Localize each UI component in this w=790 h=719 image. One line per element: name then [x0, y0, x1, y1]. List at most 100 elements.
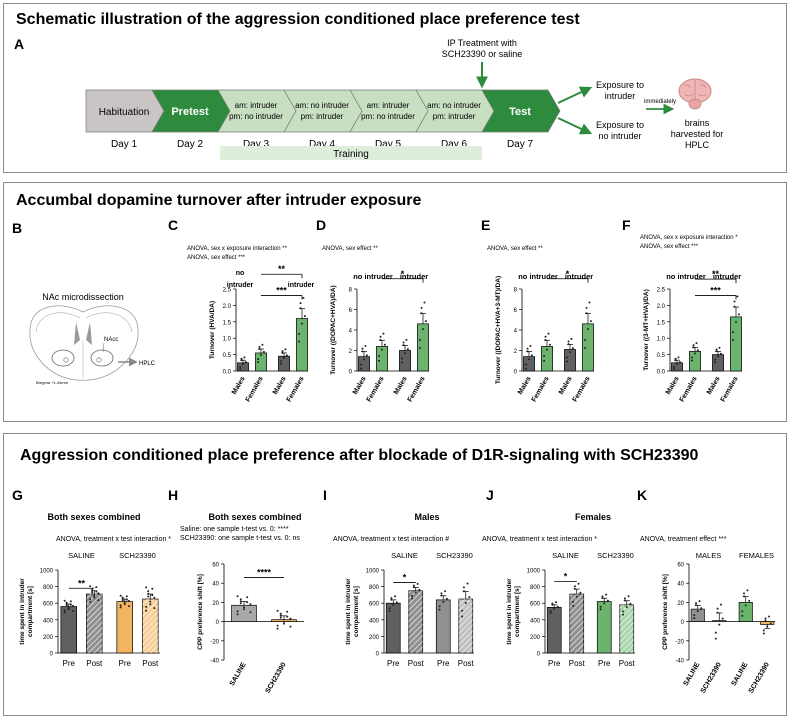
- point-H-0-8: [246, 601, 249, 604]
- tick-label-H-1: -20: [210, 639, 219, 645]
- point-H-0-0: [236, 610, 239, 613]
- tick-label-F-1: 0.5: [657, 353, 666, 359]
- stage-day-2: Day 2: [177, 139, 204, 150]
- point-G-3-0: [145, 605, 148, 608]
- cat-label-G-1: Post: [86, 659, 103, 668]
- stage-label-6-am: am: no intruder: [427, 101, 481, 110]
- sig-label-G-0: **: [78, 578, 86, 588]
- point-E-1-1: [544, 339, 547, 342]
- chart-stats-C-0: ANOVA, sex x exposure interaction **: [187, 246, 288, 252]
- tick-label-G-3: 600: [43, 602, 54, 608]
- point-E-3-4: [589, 320, 592, 323]
- point-D-1-3: [382, 332, 385, 335]
- point-D-2-6: [402, 341, 405, 344]
- point-I-3-3: [466, 582, 469, 585]
- point-C-1-1: [258, 347, 261, 350]
- point-D-0-6: [361, 347, 364, 350]
- cat-label-D-0: Males: [352, 375, 368, 395]
- point-I-1-4: [418, 588, 421, 591]
- chart-G: G Both sexes combined ANOVA, treatment x t…: [12, 487, 171, 668]
- chart-stats-H-0: Saline: one sample t-test vs. 0: ****: [180, 526, 289, 533]
- cat-label-E-2: Males: [558, 375, 574, 395]
- point-H-0-6: [239, 598, 242, 601]
- sig-label-H-0: ****: [257, 567, 272, 577]
- point-E-0-5: [525, 367, 528, 370]
- tick-label-G-1: 200: [43, 635, 54, 641]
- sig-label-C-1: ***: [276, 286, 287, 296]
- stage-day-1: Day 1: [111, 139, 138, 150]
- bar-G-0: [60, 606, 78, 654]
- point-J-3-5: [622, 613, 625, 616]
- point-C-1-2: [260, 354, 262, 357]
- point-F-1-1: [692, 346, 695, 349]
- point-I-0-4: [395, 601, 398, 604]
- tick-label-C-2: 1.0: [223, 337, 232, 343]
- chart-stats-D-0: ANOVA, sex effect **: [322, 246, 378, 252]
- point-K-1-4: [721, 617, 724, 620]
- point-I-1-5: [411, 597, 414, 600]
- point-H-1-4: [289, 617, 292, 620]
- cat-label-K-1: SCH23390: [700, 661, 723, 694]
- point-H-1-8: [286, 615, 289, 618]
- bar-J-0: [546, 606, 562, 654]
- panel-g-title: Aggression conditioned place preference …: [20, 447, 699, 464]
- point-E-0-4: [530, 354, 533, 357]
- point-D-3-0: [419, 338, 422, 341]
- cat-label-D-1: Females: [366, 375, 386, 403]
- exposure-intruder-line1: Exposure to: [596, 80, 644, 90]
- ylabel-E: Turnover ((DOPAC+HVA+3-MT)/DA): [495, 276, 502, 384]
- ylabel-J-1: compartment [s]: [514, 586, 521, 637]
- point-H-1-10: [276, 609, 279, 612]
- group-label-J-1: SCH23390: [597, 551, 634, 560]
- coronal-section-diagram: [29, 305, 139, 381]
- cat-label-J-0: Pre: [548, 659, 561, 668]
- point-J-3-1: [623, 599, 626, 602]
- point-D-2-1: [402, 344, 405, 347]
- point-K-3-1: [764, 619, 767, 622]
- point-I-2-2: [442, 601, 445, 604]
- point-G-2-6: [121, 596, 124, 599]
- point-F-0-4: [678, 361, 681, 364]
- chart-I: I Males ANOVA, treatment x test interactio…: [323, 487, 475, 668]
- point-D-2-5: [401, 361, 404, 364]
- ylabel-G-0: time spent in intruder: [19, 578, 26, 645]
- cat-label-C-1: Females: [245, 375, 265, 403]
- point-G-0-3: [69, 600, 72, 603]
- point-F-2-2: [717, 355, 719, 358]
- point-F-0-6: [674, 357, 677, 360]
- point-C-3-5: [298, 340, 301, 343]
- tick-label-D-3: 6: [349, 308, 353, 314]
- point-K-3-4: [769, 622, 772, 625]
- point-H-1-2: [283, 620, 285, 623]
- point-I-1-3: [416, 582, 419, 585]
- point-G-1-11: [91, 591, 94, 594]
- bar-hatch-J-1: [569, 594, 584, 653]
- point-J-3-4: [629, 602, 632, 605]
- point-C-2-6: [281, 350, 284, 353]
- point-F-1-4: [696, 349, 699, 352]
- point-G-3-2: [149, 600, 152, 603]
- sig-label-C-0: **: [278, 264, 286, 274]
- tick-label-J-3: 600: [530, 602, 541, 608]
- point-G-0-4: [71, 604, 74, 607]
- brains-line1: brains: [685, 118, 710, 128]
- point-H-1-7: [283, 622, 285, 625]
- tick-label-H-5: 60: [212, 563, 219, 569]
- chart-letter-E: E: [481, 217, 490, 233]
- chart-letter-C: C: [168, 217, 178, 233]
- ventricle-right: [86, 322, 92, 345]
- point-K-1-0: [714, 631, 717, 634]
- exposure-nointruder-arrow: [557, 117, 593, 135]
- point-H-0-2: [243, 606, 245, 609]
- chart-J: J Females ANOVA, treatment x test interact…: [482, 487, 636, 668]
- stage-day-5: Day 5: [375, 139, 402, 150]
- point-K-3-2: [766, 625, 769, 628]
- tick-label-K-3: 20: [677, 601, 684, 607]
- point-G-0-7: [67, 608, 70, 611]
- point-J-2-4: [606, 599, 609, 602]
- panel-b-letter: B: [12, 220, 23, 236]
- group-label-G-0: SALINE: [68, 551, 95, 560]
- point-E-3-5: [584, 346, 587, 349]
- point-G-2-3: [125, 595, 128, 598]
- point-I-2-1: [440, 594, 443, 597]
